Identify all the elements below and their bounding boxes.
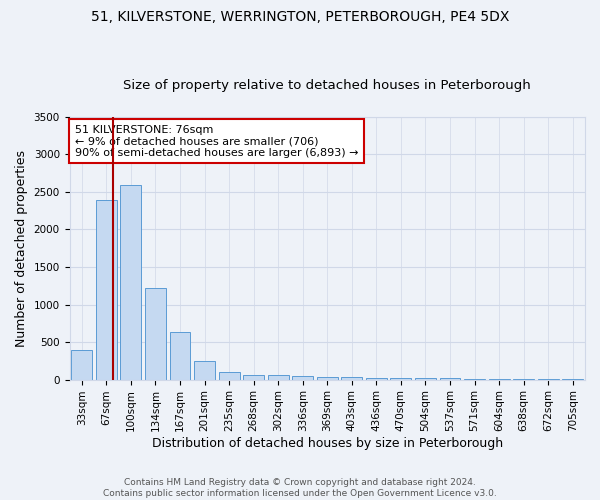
Bar (440, 378, 460, 380)
Text: 51, KILVERSTONE, WERRINGTON, PETERBOROUGH, PE4 5DX: 51, KILVERSTONE, WERRINGTON, PETERBOROUG… (91, 10, 509, 24)
Text: Contains HM Land Registry data © Crown copyright and database right 2024.
Contai: Contains HM Land Registry data © Crown c… (103, 478, 497, 498)
Bar (71, 350, 92, 380)
Bar (145, 288, 166, 380)
Bar (488, 379, 509, 380)
Bar (366, 378, 387, 380)
Bar (243, 375, 264, 380)
Bar (341, 378, 362, 380)
Bar (96, 200, 117, 380)
Bar (464, 378, 485, 380)
Bar (317, 377, 338, 380)
Bar (218, 372, 239, 380)
Y-axis label: Number of detached properties: Number of detached properties (15, 150, 28, 346)
Bar (268, 375, 289, 380)
X-axis label: Distribution of detached houses by size in Peterborough: Distribution of detached houses by size … (152, 437, 503, 450)
Bar (513, 379, 534, 380)
Bar (415, 378, 436, 380)
Bar (194, 361, 215, 380)
Bar (391, 378, 412, 380)
Bar (170, 332, 190, 380)
Bar (121, 185, 142, 380)
Text: 51 KILVERSTONE: 76sqm
← 9% of detached houses are smaller (706)
90% of semi-deta: 51 KILVERSTONE: 76sqm ← 9% of detached h… (74, 124, 358, 158)
Bar (292, 376, 313, 380)
Title: Size of property relative to detached houses in Peterborough: Size of property relative to detached ho… (124, 79, 531, 92)
